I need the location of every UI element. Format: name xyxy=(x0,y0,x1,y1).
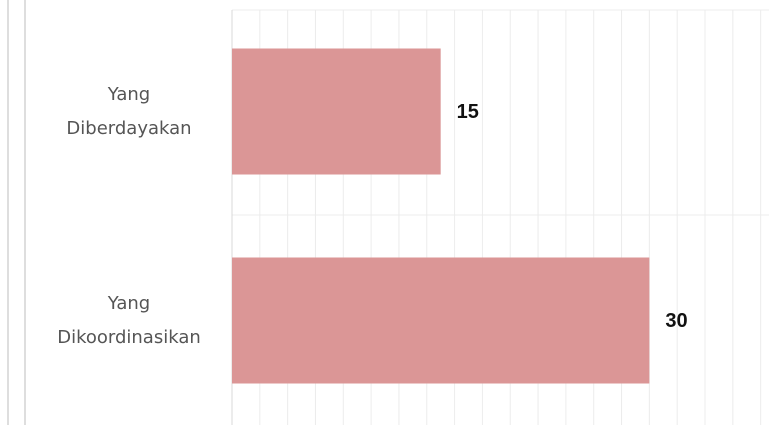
value-label: 15 xyxy=(457,101,479,123)
value-label: 30 xyxy=(665,310,687,332)
category-label: Yang Diberdayakan xyxy=(66,83,192,139)
bar xyxy=(232,257,650,384)
category-label: Yang Dikoordinasikan xyxy=(57,292,201,348)
bar xyxy=(232,48,441,175)
